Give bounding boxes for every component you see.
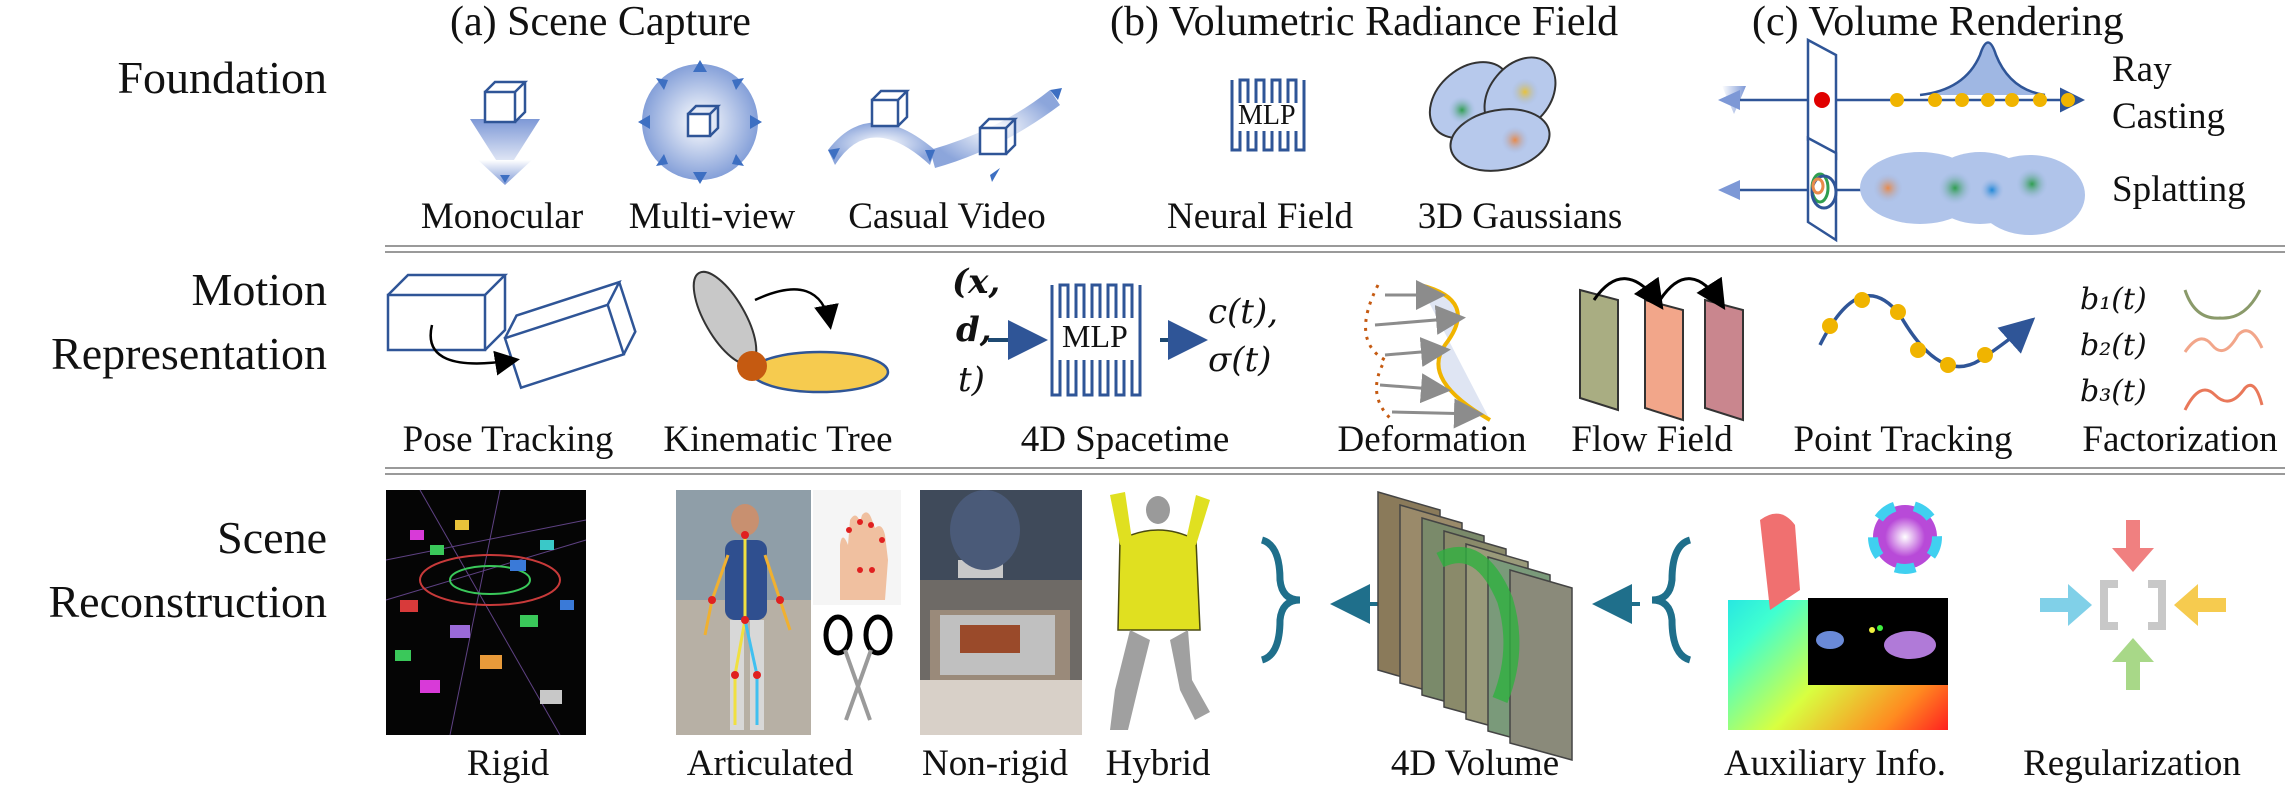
4d-volume-stack-image — [1377, 491, 1573, 761]
label-mlp-spacetime: MLP — [1062, 318, 1128, 354]
label-multiview: Multi-view — [628, 196, 796, 237]
multiview-camera-icon — [638, 60, 762, 184]
row-label-motion-2: Representation — [51, 328, 327, 379]
label-monocular: Monocular — [420, 196, 584, 237]
casual-video-camera-icon — [828, 88, 1062, 182]
label-casting: Casting — [2112, 96, 2226, 137]
label-neural-field: Neural Field — [1167, 196, 1353, 237]
basis-b2: b₂(t) — [2080, 328, 2147, 363]
auxiliary-info-image — [1728, 500, 1948, 730]
basis-b1: b₁(t) — [2080, 282, 2147, 317]
heading-volume-rendering: (c) Volume Rendering — [1752, 0, 2124, 45]
kinematic-tree-icon — [692, 270, 890, 394]
nonrigid-scene-image — [920, 490, 1082, 735]
hybrid-scene-image — [1110, 492, 1210, 730]
label-ray: Ray — [2112, 49, 2172, 90]
mlp-input-t: t) — [958, 360, 985, 400]
heading-scene-capture: (a) Scene Capture — [450, 0, 751, 45]
label-casual-video: Casual Video — [848, 196, 1046, 237]
3d-gaussians-icon — [1428, 56, 1557, 172]
label-auxiliary-info: Auxiliary Info. — [1724, 743, 1946, 784]
label-factorization: Factorization — [2082, 419, 2278, 460]
4d-spacetime-mlp-icon — [988, 283, 1208, 397]
neural-field-mlp-icon — [1230, 78, 1306, 152]
pose-tracking-icon — [386, 273, 637, 390]
mlp-input-d: d, — [956, 310, 992, 350]
regularization-icon — [2040, 520, 2226, 690]
label-rigid: Rigid — [466, 743, 550, 784]
label-4d-volume: 4D Volume — [1390, 743, 1560, 784]
heading-radiance-field: (b) Volumetric Radiance Field — [1110, 0, 1619, 45]
label-splatting: Splatting — [2112, 169, 2246, 210]
label-4d-spacetime: 4D Spacetime — [1020, 419, 1230, 460]
mlp-output-density: σ(t) — [1208, 340, 1272, 380]
row-label-motion-1: Motion — [191, 264, 327, 315]
label-3d-gaussians: 3D Gaussians — [1417, 196, 1623, 237]
label-regularization: Regularization — [2023, 743, 2241, 784]
reconstruction-arrows — [1260, 536, 1692, 664]
deformation-icon — [1364, 280, 1491, 429]
row-label-scene-2: Reconstruction — [48, 576, 328, 627]
label-flow-field: Flow Field — [1571, 419, 1733, 460]
basis-b3: b₃(t) — [2080, 374, 2147, 409]
label-nonrigid: Non-rigid — [922, 743, 1068, 784]
point-tracking-icon — [1818, 292, 2036, 373]
mlp-output-color: c(t), — [1208, 292, 1279, 332]
articulated-scene-image — [676, 490, 901, 735]
label-point-tracking: Point Tracking — [1793, 419, 2013, 460]
row-label-foundation: Foundation — [117, 52, 327, 103]
row-label-scene-1: Scene — [217, 512, 327, 563]
label-hybrid: Hybrid — [1105, 743, 1211, 784]
row-separators — [385, 245, 2285, 475]
splatting-icon — [1718, 135, 2085, 243]
label-mlp-neural-field: MLP — [1238, 100, 1296, 131]
label-kinematic-tree: Kinematic Tree — [663, 419, 893, 460]
label-pose-tracking: Pose Tracking — [402, 419, 614, 460]
factorization-basis-curves — [2183, 289, 2264, 411]
label-deformation: Deformation — [1337, 419, 1527, 460]
label-articulated: Articulated — [686, 743, 854, 784]
flow-field-icon — [1579, 276, 1744, 422]
rigid-scene-image — [385, 489, 587, 736]
monocular-camera-icon — [470, 80, 540, 185]
ray-casting-icon — [1718, 37, 2085, 161]
mlp-input-x: (x, — [952, 262, 1001, 302]
